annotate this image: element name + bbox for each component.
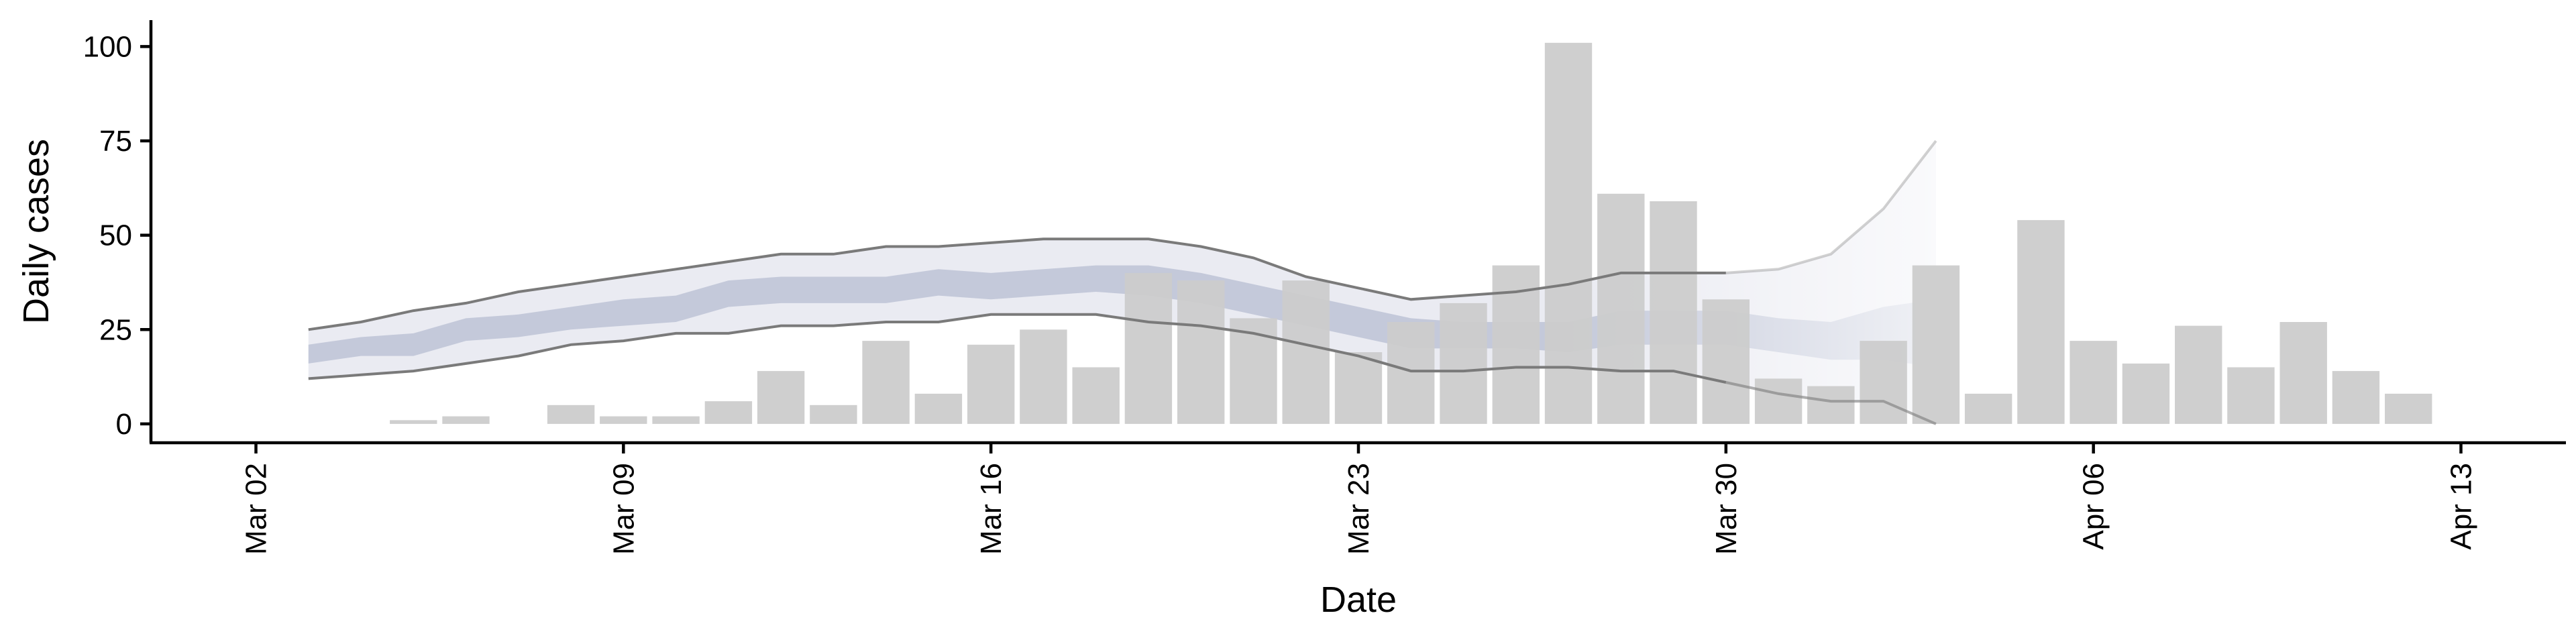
upper-bound-line [308,237,1726,331]
bar-series [390,42,2432,424]
x-tick-label-2020-04-13: Apr 13 [2445,463,2478,550]
y-tick-label-25: 25 [99,313,132,346]
bar-2020-04-05 [2017,220,2065,424]
bar-2020-03-18 [1072,367,1120,424]
bar-2020-04-11 [2332,371,2380,424]
x-tick-label-2020-03-02: Mar 02 [240,463,273,555]
bar-2020-03-13 [810,405,857,424]
bar-2020-03-12 [757,371,805,424]
bar-2020-03-16 [967,344,1015,424]
bar-2020-03-22 [1282,280,1330,424]
y-ticks: 0 25 50 75 100 [83,30,151,441]
x-tick-label-2020-03-23: Mar 23 [1342,463,1375,555]
bar-2020-03-05 [390,420,437,424]
bar-2020-04-03 [1912,265,1960,424]
bar-2020-04-01 [1807,386,1855,424]
bar-2020-03-09 [600,416,647,424]
y-tick-label-100: 100 [83,30,132,63]
lower-bound-line-recent [1725,381,1937,425]
bar-2020-04-12 [2385,393,2432,424]
x-ticks: Mar 02 Mar 09 Mar 16 Mar 23 Mar 30 Apr 06 Apr … [240,443,2478,555]
bar-2020-03-25 [1440,303,1487,424]
bar-2020-03-27 [1544,42,1593,424]
bar-2020-03-10 [652,416,700,424]
bar-2020-04-08 [2175,325,2222,424]
y-tick-label-75: 75 [99,125,132,158]
y-tick-label-0: 0 [116,408,132,441]
bound-lines [308,140,1937,425]
bar-2020-04-04 [1964,393,2012,424]
bar-2020-03-29 [1650,201,1697,424]
bar-2020-03-14 [862,341,910,424]
bar-2020-03-08 [547,405,595,424]
x-tick-label-2020-03-16: Mar 16 [975,463,1008,555]
upper-bound-line-recent [1725,140,1937,274]
bar-2020-04-10 [2279,322,2327,424]
bar-2020-03-30 [1702,299,1750,424]
bar-2020-03-20 [1177,280,1225,424]
bar-2020-03-31 [1754,378,1803,424]
bar-2020-03-17 [1020,329,1067,424]
x-tick-label-2020-03-09: Mar 09 [607,463,640,555]
bar-2020-03-11 [704,401,753,424]
bar-2020-03-15 [914,393,963,424]
bar-2020-04-06 [2070,341,2117,424]
bar-2020-03-24 [1387,322,1435,424]
bar-2020-04-02 [1860,341,1907,424]
y-tick-label-50: 50 [99,219,132,252]
x-axis-title: Date [1320,580,1397,620]
x-tick-label-2020-04-06: Apr 06 [2078,463,2110,550]
bar-2020-03-23 [1334,352,1383,424]
bar-2020-03-06 [442,416,490,424]
bar-2020-04-07 [2122,363,2170,424]
bar-2020-04-09 [2227,367,2275,424]
lower-bound-line [308,313,1727,384]
y-axis-title: Daily cases [16,139,56,324]
bar-2020-03-19 [1124,272,1173,424]
x-tick-label-2020-03-30: Mar 30 [1710,463,1743,555]
bar-2020-03-28 [1597,193,1645,424]
